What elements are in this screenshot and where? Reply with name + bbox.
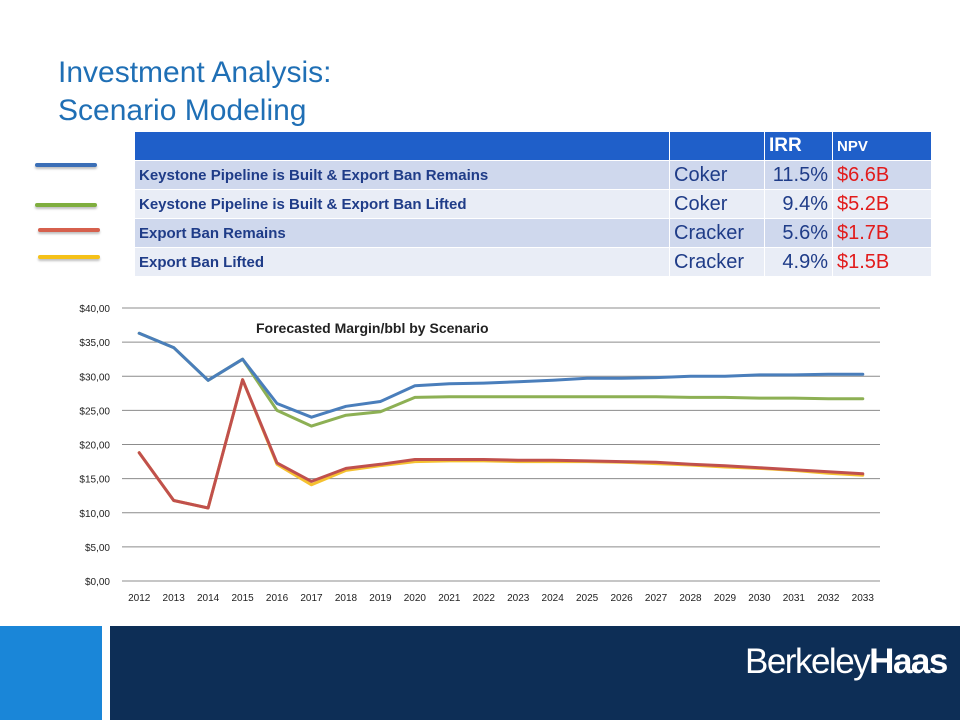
y-tick-label: $35,00: [79, 338, 110, 349]
y-tick-label: $40,00: [79, 304, 110, 315]
scenario-name: Export Ban Lifted: [134, 247, 670, 277]
npv-value: $6.6B: [832, 160, 932, 190]
npv-value: $1.5B: [832, 247, 932, 277]
x-tick-label: 2020: [404, 593, 427, 604]
header-tech: [669, 131, 765, 161]
technology: Cracker: [669, 247, 765, 277]
technology: Cracker: [669, 218, 765, 248]
y-tick-label: $25,00: [79, 406, 110, 417]
scenario-table: IRR NPV Keystone Pipeline is Built & Exp…: [134, 131, 932, 277]
table-row: Export Ban Remains Cracker 5.6% $1.7B: [134, 218, 932, 248]
x-tick-label: 2029: [714, 593, 737, 604]
legend-swatch-yellow: [38, 255, 100, 259]
x-tick-label: 2024: [542, 593, 565, 604]
y-tick-label: $10,00: [79, 509, 110, 520]
npv-value: $5.2B: [832, 189, 932, 219]
x-tick-label: 2023: [507, 593, 530, 604]
title-line-2: Scenario Modeling: [58, 94, 307, 127]
x-tick-label: 2022: [473, 593, 496, 604]
y-tick-label: $30,00: [79, 372, 110, 383]
footer-accent-block: [0, 626, 102, 720]
scenario-name: Keystone Pipeline is Built & Export Ban …: [134, 160, 670, 190]
x-tick-label: 2031: [783, 593, 806, 604]
x-tick-label: 2016: [266, 593, 289, 604]
technology: Coker: [669, 160, 765, 190]
footer-bar: [110, 626, 960, 720]
scenario-name: Export Ban Remains: [134, 218, 670, 248]
scenario-name: Keystone Pipeline is Built & Export Ban …: [134, 189, 670, 219]
x-tick-label: 2012: [128, 593, 151, 604]
x-tick-label: 2032: [817, 593, 840, 604]
x-tick-label: 2026: [610, 593, 633, 604]
margin-line-chart: $0,00 $5,00 $10,00 $15,00 $20,00 $25,00 $30,00…: [79, 304, 880, 604]
y-tick-label: $20,00: [79, 441, 110, 452]
table-row: Export Ban Lifted Cracker 4.9% $1.5B: [134, 247, 932, 277]
header-irr: IRR: [764, 131, 833, 161]
x-tick-label: 2015: [231, 593, 254, 604]
logo-part-2: Haas: [869, 642, 948, 681]
npv-value: $1.7B: [832, 218, 932, 248]
x-tick-label: 2017: [300, 593, 323, 604]
legend-swatch-blue: [35, 163, 97, 167]
irr-value: 9.4%: [764, 189, 833, 219]
irr-value: 5.6%: [764, 218, 833, 248]
slide-title: Investment Analysis: Scenario Modeling: [58, 54, 331, 130]
irr-value: 4.9%: [764, 247, 833, 277]
header-npv: NPV: [832, 131, 932, 161]
x-tick-label: 2013: [163, 593, 186, 604]
legend-swatch-red: [38, 228, 100, 232]
x-tick-label: 2025: [576, 593, 599, 604]
table-row: Keystone Pipeline is Built & Export Ban …: [134, 189, 932, 219]
x-tick-label: 2018: [335, 593, 358, 604]
berkeley-haas-logo: BerkeleyHaas: [745, 642, 948, 682]
irr-value: 11.5%: [764, 160, 833, 190]
y-tick-label: $0,00: [85, 577, 110, 588]
chart-title: Forecasted Margin/bbl by Scenario: [256, 320, 489, 336]
x-tick-label: 2014: [197, 593, 220, 604]
table-header-row: IRR NPV: [134, 131, 932, 161]
title-line-1: Investment Analysis:: [58, 56, 332, 89]
x-tick-label: 2028: [679, 593, 702, 604]
x-tick-label: 2019: [369, 593, 392, 604]
x-tick-label: 2021: [438, 593, 461, 604]
header-scenario: [134, 131, 670, 161]
logo-part-1: Berkeley: [745, 642, 871, 681]
technology: Coker: [669, 189, 765, 219]
series-line-2: [137, 378, 865, 510]
y-tick-label: $5,00: [85, 543, 110, 554]
legend-swatch-green: [35, 203, 97, 207]
x-tick-label: 2027: [645, 593, 668, 604]
series-line-1: [137, 331, 865, 428]
x-tick-label: 2033: [852, 593, 875, 604]
table-row: Keystone Pipeline is Built & Export Ban …: [134, 160, 932, 190]
y-tick-label: $15,00: [79, 475, 110, 486]
x-tick-label: 2030: [748, 593, 771, 604]
series-line-0: [137, 331, 865, 419]
